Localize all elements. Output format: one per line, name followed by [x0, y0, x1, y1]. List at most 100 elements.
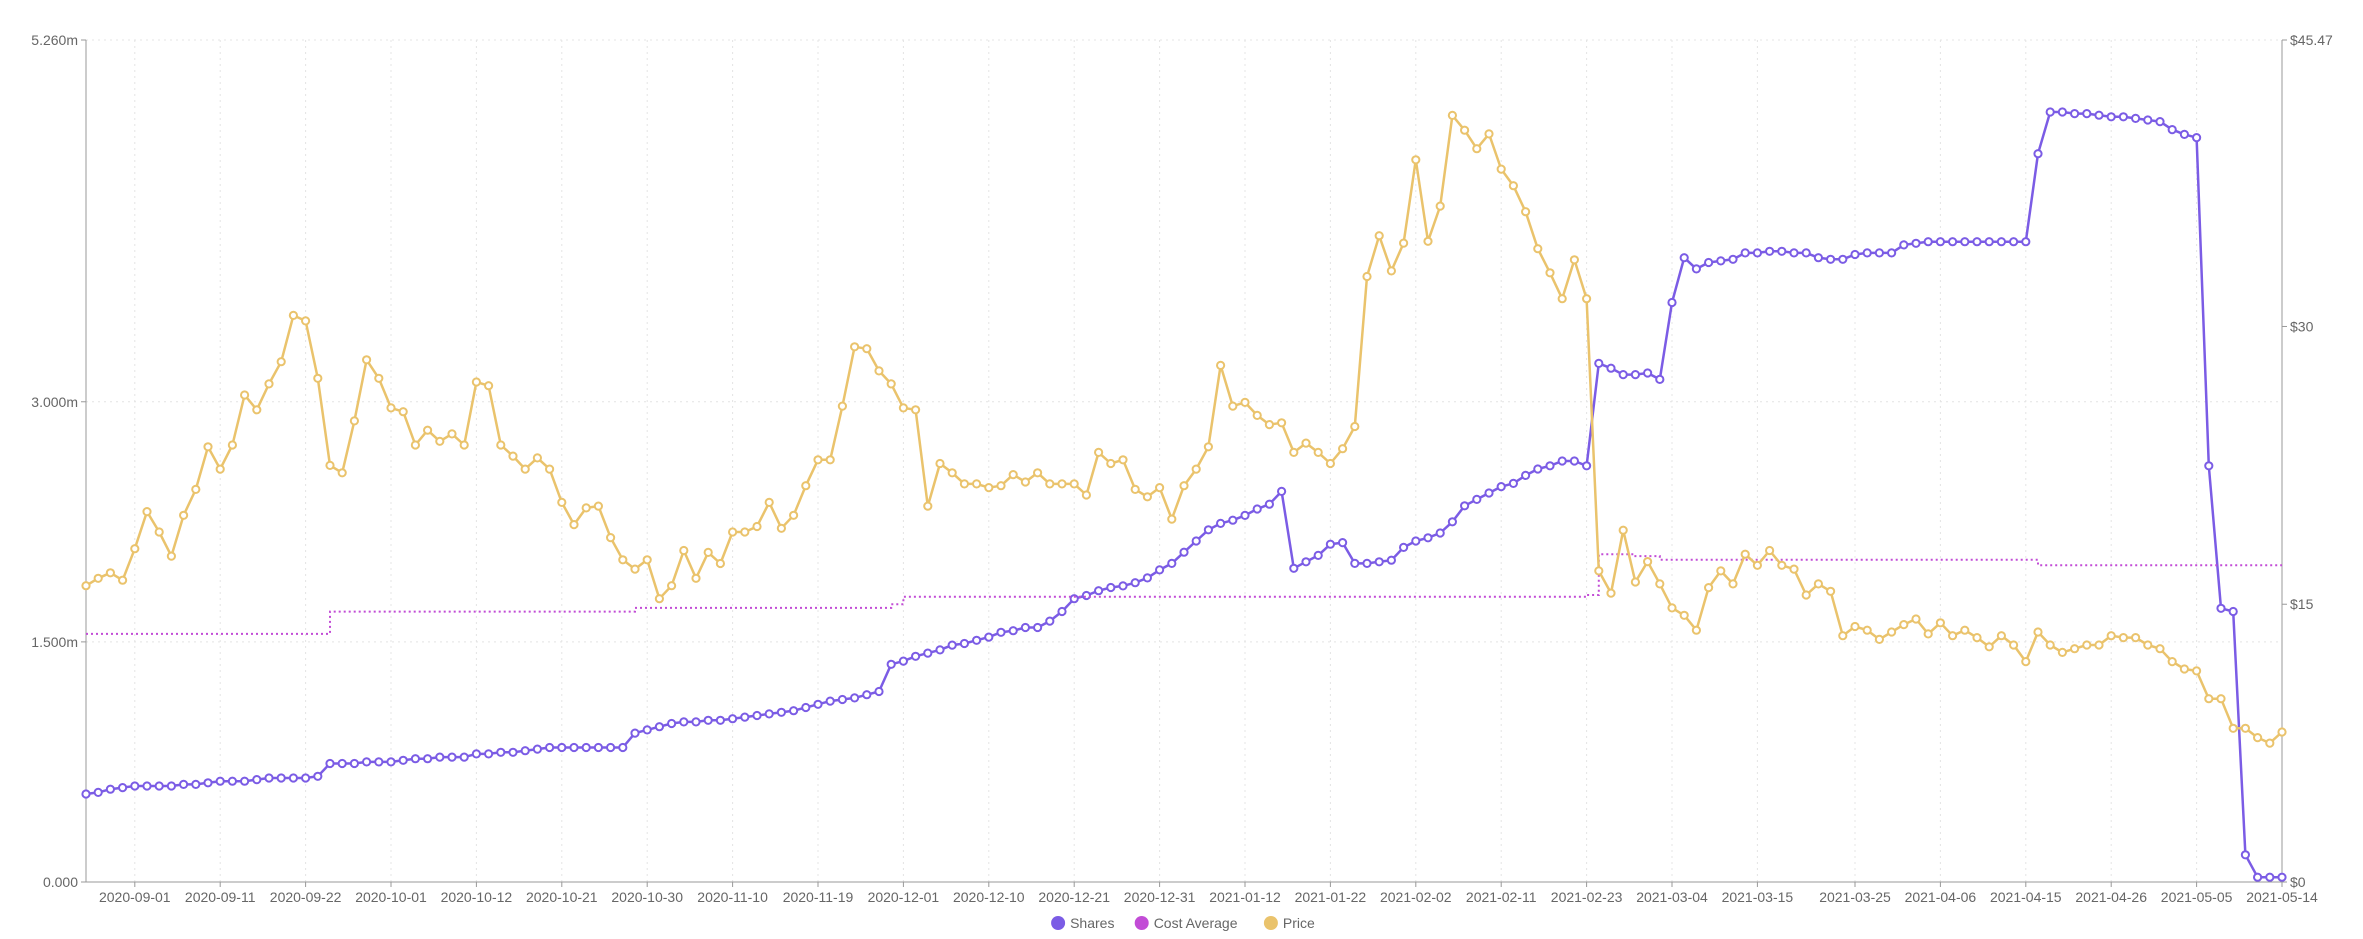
- data-point: [410, 754, 420, 764]
- legend-item-shares[interactable]: Shares: [1051, 915, 1114, 931]
- data-point: [227, 776, 237, 786]
- data-point: [1679, 610, 1689, 620]
- data-point: [1740, 248, 1750, 258]
- data-point: [1813, 579, 1824, 589]
- data-point: [1789, 248, 1799, 258]
- data-point: [374, 373, 384, 383]
- data-point: [801, 481, 811, 491]
- data-point: [374, 757, 384, 767]
- data-point: [1643, 557, 1653, 567]
- data-point: [642, 725, 652, 735]
- data-point: [1911, 238, 1921, 248]
- data-point: [1435, 528, 1445, 538]
- data-point: [1618, 370, 1628, 380]
- data-point: [947, 640, 957, 650]
- x-tick-label: 2021-04-06: [1905, 889, 1977, 905]
- data-point: [447, 752, 457, 762]
- x-tick-label: 2020-10-30: [611, 889, 683, 905]
- data-point: [764, 497, 774, 507]
- data-point: [581, 503, 591, 513]
- data-point: [581, 742, 591, 753]
- data-point: [545, 464, 555, 474]
- data-point: [2155, 117, 2165, 127]
- data-point: [825, 696, 835, 706]
- data-point: [972, 479, 982, 489]
- data-point: [1850, 621, 1860, 632]
- data-point: [288, 310, 298, 320]
- data-point: [386, 757, 396, 767]
- data-point: [142, 781, 152, 791]
- data-point: [2070, 644, 2080, 654]
- data-point: [1386, 555, 1397, 565]
- legend-item-cost-average[interactable]: Cost Average: [1134, 915, 1238, 931]
- data-point: [1313, 447, 1323, 457]
- data-point: [301, 316, 311, 326]
- data-point: [996, 627, 1006, 637]
- y-right-tick-label: $15: [2290, 596, 2314, 612]
- data-point: [1301, 438, 1311, 448]
- data-point: [1301, 557, 1311, 567]
- data-point: [959, 638, 970, 649]
- data-point: [557, 497, 567, 507]
- data-point: [2131, 113, 2141, 124]
- data-point: [2167, 657, 2177, 667]
- data-point: [1423, 236, 1433, 246]
- data-point: [1094, 447, 1104, 457]
- x-tick-label: 2020-12-10: [953, 889, 1025, 905]
- data-point: [118, 783, 128, 793]
- data-point: [2204, 694, 2214, 704]
- data-point: [667, 581, 677, 591]
- data-point: [166, 551, 176, 561]
- data-point: [179, 510, 189, 520]
- data-point: [276, 773, 286, 783]
- data-point: [130, 544, 140, 554]
- data-point: [105, 784, 116, 794]
- x-tick-label: 2021-05-14: [2246, 889, 2318, 905]
- data-point: [1777, 560, 1787, 570]
- y-right-tick-label: $45.47: [2290, 32, 2333, 48]
- x-tick-label: 2021-04-26: [2075, 889, 2147, 905]
- data-point: [1228, 401, 1238, 411]
- data-point: [2228, 606, 2238, 617]
- data-point: [1630, 577, 1641, 587]
- x-tick-label: 2020-09-01: [99, 889, 171, 905]
- data-point: [1582, 294, 1592, 304]
- x-tick-label: 2021-03-04: [1636, 889, 1708, 905]
- legend-label: Cost Average: [1154, 915, 1238, 931]
- data-point: [776, 523, 787, 533]
- data-point: [911, 405, 921, 415]
- data-point: [569, 520, 579, 530]
- data-point: [93, 573, 103, 583]
- data-point: [1435, 201, 1445, 211]
- data-point: [1081, 590, 1092, 601]
- data-point: [1008, 470, 1018, 480]
- data-point: [313, 373, 323, 383]
- data-point: [1948, 631, 1958, 641]
- data-point: [1142, 492, 1153, 502]
- data-point: [715, 715, 726, 725]
- data-point: [2118, 112, 2128, 122]
- data-point: [2045, 640, 2055, 650]
- data-point: [1033, 468, 1043, 478]
- data-point: [2277, 872, 2287, 882]
- data-point: [776, 707, 787, 717]
- legend-label: Price: [1283, 915, 1315, 931]
- data-point: [1569, 456, 1580, 466]
- data-point: [191, 484, 201, 494]
- data-point: [1472, 494, 1482, 504]
- data-point: [154, 781, 164, 791]
- data-point: [789, 510, 799, 520]
- data-point: [81, 789, 91, 799]
- data-point: [1801, 590, 1811, 600]
- data-point: [1399, 238, 1409, 248]
- data-point: [240, 776, 250, 786]
- data-point: [1338, 444, 1348, 454]
- data-point: [1667, 603, 1677, 613]
- y-right-tick-label: $0: [2290, 874, 2306, 890]
- data-point: [1594, 358, 1604, 368]
- x-tick-label: 2020-11-19: [783, 889, 854, 905]
- legend-item-price[interactable]: Price: [1263, 915, 1315, 931]
- data-point: [459, 440, 469, 450]
- x-tick-label: 2021-02-23: [1551, 889, 1623, 905]
- data-point: [1203, 525, 1214, 535]
